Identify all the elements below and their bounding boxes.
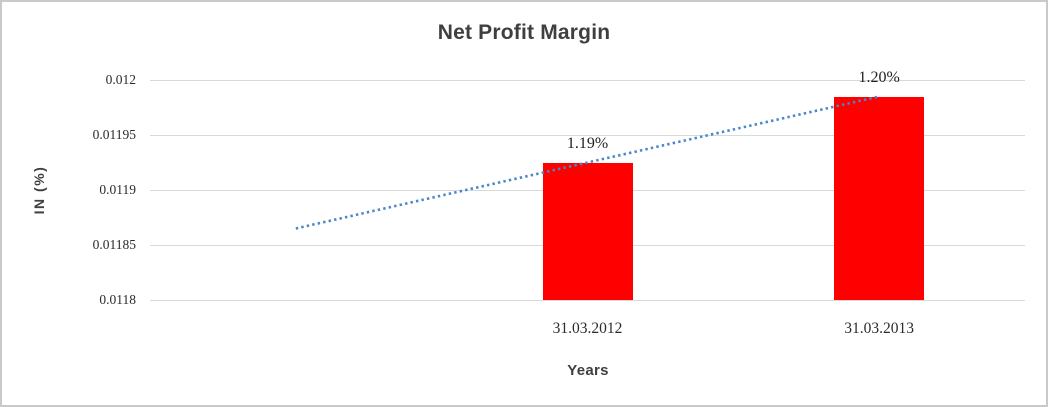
x-axis-title: Years (567, 362, 609, 379)
y-tick-label: 0.0119 (99, 182, 136, 197)
x-tick-label-31.03.2012: 31.03.2012 (552, 320, 623, 337)
bar-31.03.2012 (542, 162, 633, 300)
data-label-31.03.2012: 1.19% (566, 134, 609, 152)
y-tick-label: 0.01195 (92, 127, 136, 142)
y-gridline (150, 79, 1025, 81)
chart-title: Net Profit Margin (437, 21, 611, 44)
y-tick-label: 0.012 (105, 72, 136, 87)
x-tick-label-31.03.2013: 31.03.2013 (844, 320, 915, 337)
bar-31.03.2013 (834, 96, 925, 300)
data-label-31.03.2013: 1.20% (858, 68, 900, 86)
y-tick-label: 0.01185 (92, 237, 136, 252)
y-tick-label: 0.0118 (99, 292, 136, 307)
y-gridline (150, 299, 1025, 301)
